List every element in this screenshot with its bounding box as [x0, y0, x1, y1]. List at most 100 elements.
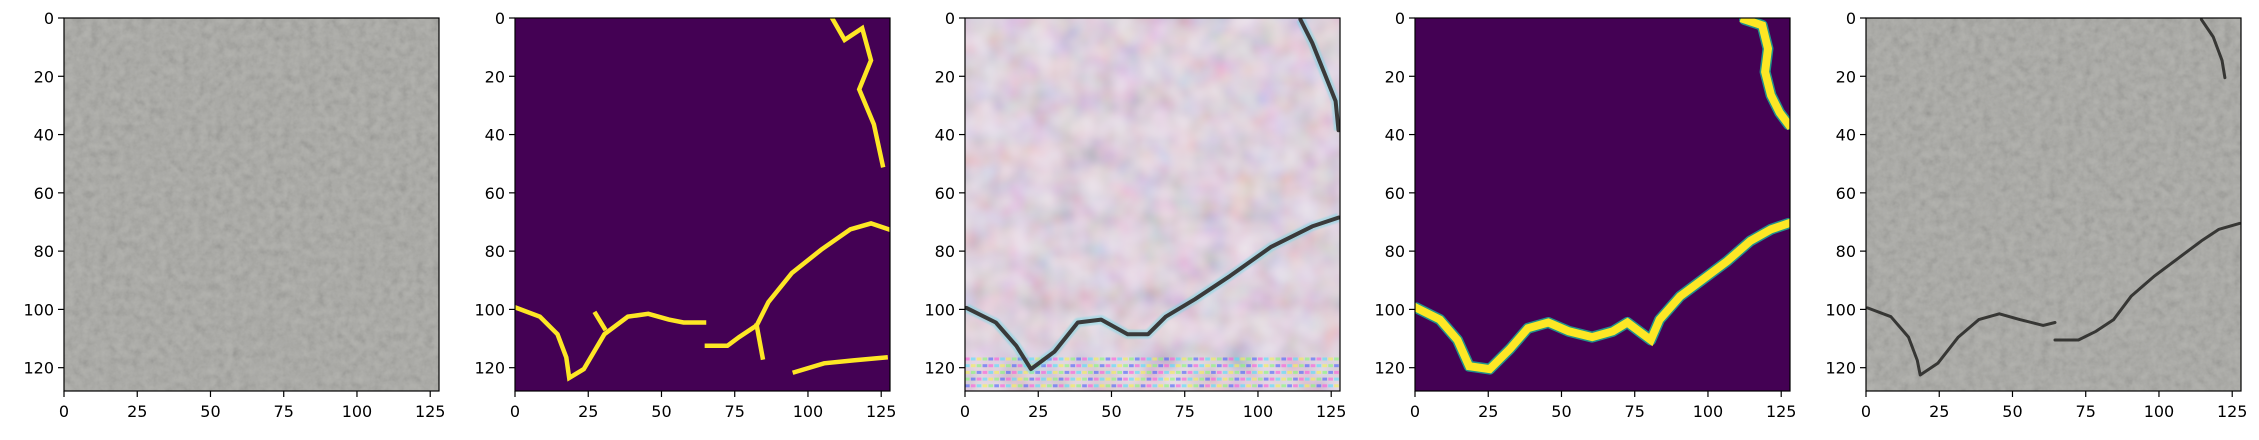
artifact-pixel [1240, 377, 1246, 381]
artifact-pixel [1082, 357, 1087, 361]
artifact-pixel [1076, 370, 1081, 374]
artifact-pixel [1181, 370, 1187, 374]
x-tick-label: 100 [1243, 402, 1274, 421]
artifact-pixel [1129, 357, 1134, 361]
artifact-pixel [1269, 364, 1275, 368]
artifact-pixel [1146, 364, 1152, 368]
x-tick-label: 50 [651, 402, 671, 421]
artifact-pixel [1275, 370, 1281, 374]
artifact-pixel [1298, 370, 1304, 374]
artifact-pixel [1140, 377, 1146, 381]
artifact-pixel [1041, 384, 1046, 388]
artifact-pixel [1088, 384, 1093, 388]
artifact-pixel [1263, 357, 1269, 361]
artifact-pixel [1076, 384, 1081, 388]
artifact-pixel [1316, 384, 1322, 388]
artifact-pixel [1222, 364, 1228, 368]
artifact-pixel [1257, 384, 1263, 388]
artifact-pixel [1134, 377, 1140, 381]
artifact-pixel [1134, 370, 1140, 374]
y-tick-label: 120 [23, 359, 54, 378]
artifact-pixel [1164, 384, 1169, 388]
artifact-pixel [1035, 377, 1040, 381]
artifact-pixel [1193, 377, 1199, 381]
artifact-pixel [1304, 370, 1310, 374]
artifact-pixel [1205, 384, 1210, 388]
artifact-pixel [1129, 377, 1134, 381]
y-tick-label: 60 [485, 184, 505, 203]
artifact-pixel [1181, 384, 1187, 388]
panel-image [965, 18, 1340, 391]
overlaid-crack [2053, 221, 2241, 342]
x-tick-label: 125 [1316, 402, 1347, 421]
artifact-pixel [1269, 377, 1275, 381]
artifact-pixel [1029, 357, 1035, 361]
artifact-pixel [982, 384, 988, 388]
artifact-pixel [1164, 370, 1169, 374]
artifact-pixel [1193, 384, 1199, 388]
artifact-pixel [1011, 364, 1017, 368]
artifact-pixel [1105, 364, 1111, 368]
artifact-pixel [1257, 364, 1263, 368]
artifact-pixel [1023, 384, 1029, 388]
artifact-pixel [1222, 377, 1228, 381]
artifact-pixel [1017, 364, 1023, 368]
artifact-pixel [1082, 384, 1087, 388]
artifact-pixel [1187, 384, 1193, 388]
y-tick-label: 120 [1374, 359, 1405, 378]
artifact-pixel [1211, 377, 1216, 381]
overlaid-crack [1866, 306, 2057, 377]
y-tick-label: 60 [935, 184, 955, 203]
artifact-pixel [1199, 364, 1205, 368]
x-tick-label: 50 [2002, 402, 2022, 421]
artifact-pixel [1193, 357, 1199, 361]
artifact-pixel [1281, 370, 1287, 374]
artifact-pixel [1146, 377, 1152, 381]
artifact-pixel [1164, 377, 1169, 381]
artifact-pixel [1211, 384, 1216, 388]
artifact-pixel [1193, 364, 1199, 368]
artifact-pixel [1252, 357, 1257, 361]
artifact-pixel [988, 377, 994, 381]
artifact-pixel [1006, 364, 1011, 368]
artifact-pixel [1328, 357, 1333, 361]
x-tick-label: 50 [1101, 402, 1121, 421]
x-tick-label: 125 [415, 402, 446, 421]
artifact-pixel [1000, 377, 1005, 381]
artifact-pixel [1158, 364, 1164, 368]
x-tick-label: 50 [200, 402, 220, 421]
artifact-pixel [1093, 370, 1099, 374]
artifact-pixel [1234, 364, 1240, 368]
artifact-pixel [1035, 384, 1040, 388]
generated-crack [1298, 18, 1340, 133]
crack-mask-segment [592, 310, 608, 332]
artifact-pixel [1088, 377, 1093, 381]
artifact-pixel [1117, 384, 1123, 388]
artifact-pixel [1205, 377, 1210, 381]
artifact-pixel [1152, 384, 1158, 388]
artifact-pixel [1099, 377, 1105, 381]
y-tick-label: 100 [474, 300, 505, 319]
artifact-pixel [1041, 377, 1046, 381]
artifact-pixel [1205, 370, 1210, 374]
artifact-pixel [1228, 377, 1234, 381]
artifact-pixel [1099, 384, 1105, 388]
artifact-pixel [1234, 370, 1240, 374]
y-tick-label: 120 [474, 359, 505, 378]
artifact-pixel [988, 384, 994, 388]
panel-5: 0 25 50 75 100 125 0 20 40 60 80 100 120 [1825, 9, 2247, 421]
y-tick-label: 20 [485, 67, 505, 86]
artifact-pixel [1023, 377, 1029, 381]
artifact-pixel [1123, 384, 1128, 388]
artifact-pixel [970, 357, 976, 361]
artifact-pixel [1140, 364, 1146, 368]
artifact-pixel [1123, 377, 1128, 381]
artifact-pixel [976, 370, 982, 374]
panel-3: 0 25 50 75 100 125 0 20 40 60 80 100 120 [924, 9, 1346, 421]
artifact-pixel [1082, 377, 1087, 381]
artifact-pixel [1129, 364, 1134, 368]
y-tick-label: 80 [485, 242, 505, 261]
artifact-pixel [1164, 364, 1169, 368]
y-tick-label: 0 [1395, 9, 1405, 28]
artifact-pixel [1222, 384, 1228, 388]
